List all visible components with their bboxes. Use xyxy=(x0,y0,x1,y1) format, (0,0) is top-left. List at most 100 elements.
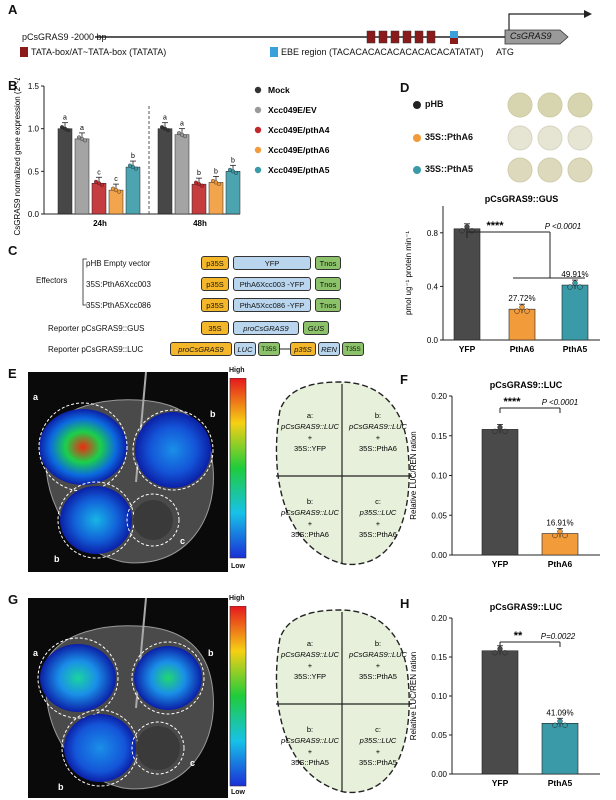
b-letter: a xyxy=(180,121,184,128)
point xyxy=(502,650,508,656)
bar xyxy=(561,284,589,341)
quadrant-reporter: pCsGRAS9::LUC xyxy=(280,650,340,659)
spot-label: b xyxy=(58,782,64,792)
quadrant-plus: + xyxy=(308,519,313,528)
b-legend-dot xyxy=(254,86,262,94)
xtick: PthA5 xyxy=(548,778,573,788)
quadrant-letter: b: xyxy=(307,497,313,506)
tata-legend-swatch xyxy=(20,47,28,57)
ebe-legend-text: EBE region (TACACACACACACACACACATATAT) xyxy=(281,47,484,57)
gus-pro-box: proCsGRAS9 xyxy=(233,321,299,335)
quadrant-letter: b: xyxy=(307,725,313,734)
luc-gene-box: LUC xyxy=(234,342,256,356)
b-bar xyxy=(57,128,73,215)
spot-label: a xyxy=(33,392,39,402)
luminescence-spot xyxy=(134,646,202,710)
point xyxy=(492,650,498,656)
point xyxy=(524,308,530,314)
b-legend-dot xyxy=(254,166,262,174)
quadrant-plus: + xyxy=(376,747,381,756)
significance: **** xyxy=(503,396,521,408)
quadrant-reporter: pCsGRAS9::LUC xyxy=(280,736,340,745)
gus-staining-image xyxy=(413,92,593,183)
luminescence-spot xyxy=(40,644,116,712)
effectors-bracket xyxy=(82,258,87,306)
quadrant-letter: b: xyxy=(375,411,381,420)
ytick: 0.00 xyxy=(431,770,447,779)
ytick: 0.0 xyxy=(427,336,439,345)
ytick: 0.05 xyxy=(431,731,447,740)
ytick: 0.10 xyxy=(431,472,447,481)
ytick: 0.05 xyxy=(431,511,447,520)
bar xyxy=(481,650,519,775)
point xyxy=(464,224,470,230)
percent-label: 49.91% xyxy=(561,270,588,279)
b-letter: a xyxy=(63,115,67,122)
row2-ptha6-box: PthA6Xcc003 -YFP xyxy=(233,277,311,291)
b-letter: c xyxy=(114,176,118,183)
panel-e-leaf-scheme: a:pCsGRAS9::LUC+35S::YFPb:pCsGRAS9::LUC+… xyxy=(275,381,412,565)
infiltration-circle xyxy=(126,493,180,547)
quadrant-letter: a: xyxy=(307,639,313,648)
quadrant-reporter: p35S::LUC xyxy=(359,736,397,745)
b-letter: b xyxy=(131,153,135,160)
atg-label: ATG xyxy=(496,47,514,57)
percent-label: 16.91% xyxy=(546,519,573,528)
luminescence-spot xyxy=(133,500,173,540)
b-bar xyxy=(208,182,224,215)
infiltration-circle xyxy=(131,721,185,775)
quadrant-plus: + xyxy=(376,433,381,442)
chart-title: pCsGRAS9::GUS xyxy=(485,194,559,204)
bar xyxy=(541,723,579,775)
panel-g-leaf-scheme: a:pCsGRAS9::LUC+35S::YFPb:pCsGRAS9::LUC+… xyxy=(275,609,412,793)
reporter-gus-label: Reporter pCsGRAS9::GUS xyxy=(48,324,145,333)
point xyxy=(519,304,525,310)
b-bar xyxy=(174,134,190,215)
b-legend-text: Xcc049E/pthA5 xyxy=(268,165,330,175)
row2-label: 35S:PthA6Xcc003 xyxy=(86,280,151,289)
spot-label: a xyxy=(33,648,39,658)
scheme-leaf-outline xyxy=(275,381,410,565)
luminescence-spot xyxy=(60,486,132,554)
xtick: YFP xyxy=(492,778,509,788)
spot-label: b xyxy=(54,554,60,564)
scale-e-high: High xyxy=(229,367,245,374)
row1-yfp-box: YFP xyxy=(233,256,311,270)
b-ylabel: CsGRAS9 normalized gene expression (2^-Δ… xyxy=(13,78,22,235)
panel-label-g: G xyxy=(8,592,19,607)
panel-b-expression-chart: 0.0 0.5 1.0 1.5 CsGRAS9 normalized gene expr… xyxy=(13,78,330,235)
bar xyxy=(508,308,536,341)
quadrant-letter: c: xyxy=(375,497,381,506)
quadrant-letter: b: xyxy=(375,639,381,648)
b-letter: c xyxy=(97,169,101,176)
xtick: YFP xyxy=(459,344,476,354)
b-letter: b xyxy=(197,170,201,177)
spot-label: c xyxy=(180,536,185,546)
legend-phb: pHB xyxy=(425,99,444,109)
luminescence-spot xyxy=(136,726,180,770)
legend-ptha5: 35S::PthA5 xyxy=(425,164,474,174)
b-xtick: 48h xyxy=(193,219,207,228)
b-bar xyxy=(191,183,207,215)
significance: **** xyxy=(486,220,504,232)
b-bar xyxy=(125,166,141,215)
infiltration-circle xyxy=(132,409,214,491)
b-ytick: 0.0 xyxy=(28,210,40,219)
row1-label: pHB Empty vector xyxy=(86,259,151,268)
panel-label-a: A xyxy=(8,2,18,17)
spot-label: b xyxy=(208,648,214,658)
b-letter: b xyxy=(231,157,235,164)
ren-gene-box: REN xyxy=(318,342,340,356)
row3-p35s-box: p35S xyxy=(201,298,229,312)
ytick: 0.10 xyxy=(431,692,447,701)
point xyxy=(459,228,465,234)
b-ytick: 1.5 xyxy=(28,82,40,91)
row3-tnos-box: Tnos xyxy=(315,298,341,312)
luminescence-spot xyxy=(135,412,211,488)
percent-label: 27.72% xyxy=(508,294,535,303)
xtick: PthA6 xyxy=(548,559,573,569)
point xyxy=(497,424,503,431)
quadrant-effector: 35S::PthA5 xyxy=(359,672,397,681)
pvalue: P <0.0001 xyxy=(545,222,581,231)
gus-35s-box: 35S xyxy=(201,321,229,335)
